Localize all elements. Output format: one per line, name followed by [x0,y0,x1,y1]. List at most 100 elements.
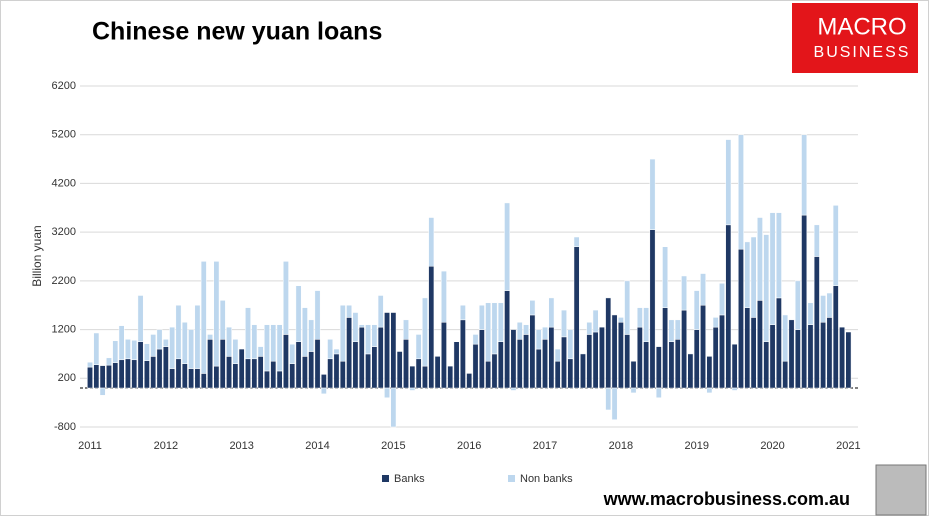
bar-segment [674,339,681,389]
bar-segment [238,348,245,389]
bar-segment [744,241,751,308]
bar-segment [554,348,561,362]
bar-segment [712,317,719,328]
bar-segment [725,139,732,226]
bar-segment [801,134,808,216]
bar-segment [687,353,694,389]
bar-segment [820,322,827,389]
bar-segment [674,319,681,340]
bar-segment [504,202,511,291]
bar-segment [245,358,251,389]
bar-segment [794,280,801,330]
bar-segment [763,341,770,389]
bar-segment [162,339,169,347]
bar-segment [542,339,548,389]
x-tick-label: 2012 [154,440,178,452]
bar-segment [295,285,302,343]
bar-segment [314,290,321,340]
bar-segment [87,366,93,389]
bar-segment [769,212,776,325]
bar-segment [200,261,207,374]
x-tick-label: 2014 [305,440,329,452]
bar-segment [782,360,789,389]
bar-segment [630,360,637,389]
bar-segment [106,357,112,366]
bar-segment [434,356,441,389]
bar-segment [245,307,251,360]
legend-swatch [382,475,389,482]
bar-segment [289,363,296,389]
bar-segment [365,353,371,389]
bar-segment [226,356,232,389]
bar-segment [346,304,353,318]
logo-image [875,464,927,516]
bar-segment [276,370,283,389]
bar-segment [365,324,371,355]
bar-segment [693,290,700,330]
bar-segment [788,319,795,389]
bar-segment [649,158,656,230]
bar-segment [422,297,428,367]
bar-segment [611,314,618,389]
bar-segment [251,358,258,389]
x-tick-label: 2020 [760,440,784,452]
bar-segment [156,329,163,350]
bar-segment [485,360,492,389]
bar-segment [497,341,504,389]
bar-segment [624,334,631,389]
bar-segment [320,374,327,389]
bar-segment [181,363,188,389]
bar-segment [358,324,365,328]
legend-label: Banks [394,473,425,485]
bar-segment [693,329,700,389]
bar-segment [630,387,637,394]
bar-segment [813,256,820,389]
bar-segment [333,348,340,355]
bar-segment [251,324,258,360]
bar-segment [775,212,782,299]
bar-segment [485,302,492,362]
bar-segment [99,365,106,389]
bar-segment [339,304,346,362]
bar-segment [832,205,839,286]
bar-segment [478,329,485,389]
bar-segment [384,312,390,389]
bar-segment [731,343,738,389]
bar-segment [232,339,239,364]
y-axis-label: Billion yuan [30,225,44,286]
bar-segment [264,370,270,389]
bar-segment [466,373,473,389]
bar-segment [156,348,163,389]
bar-segment [143,360,150,389]
bar-segment [516,322,523,340]
bar-segment [712,326,719,389]
bar-segment [832,285,839,389]
bar-segment [599,326,605,389]
bar-segment [611,387,618,420]
bar-segment [87,361,93,368]
bar-segment [93,364,100,389]
bar-segment [586,334,593,389]
bar-segment [93,332,100,365]
bar-segment [377,326,384,389]
bar-segment [580,353,586,389]
bar-segment [188,368,195,389]
bar-segment [232,363,239,389]
bar-segment [561,336,567,389]
bar-segment [415,334,422,360]
y-tick-label: 200 [58,372,76,384]
bar-segment [301,307,308,357]
bar-segment [428,217,435,267]
bar-segment [548,297,555,328]
bar-segment [655,387,662,399]
bar-segment [118,359,125,389]
bar-segment [459,319,466,389]
bar-segment [264,324,270,372]
bar-segment [175,304,182,360]
bar-segment [352,341,359,389]
bar-segment [308,351,315,389]
footer: www.macrobusiness.com.au [603,489,850,509]
bar-segment [181,322,188,364]
x-tick-label: 2017 [533,440,557,452]
